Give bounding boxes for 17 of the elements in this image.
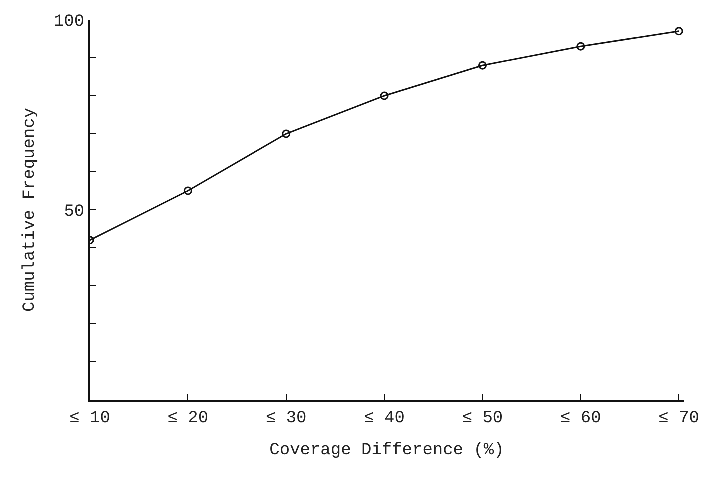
point bbox=[478, 61, 487, 70]
point bbox=[282, 130, 291, 138]
x-axis-title: Coverage Difference (%) bbox=[270, 441, 504, 460]
y-tick-label: 50 bbox=[64, 202, 85, 222]
point bbox=[674, 27, 684, 36]
x-tick-label: ≤ 60 bbox=[560, 409, 602, 428]
x-tick-label: ≤ 20 bbox=[168, 409, 209, 428]
x-tick-label: ≤ 40 bbox=[364, 409, 405, 428]
x-tick-label: ≤ 50 bbox=[462, 409, 504, 428]
point bbox=[184, 186, 192, 196]
point bbox=[380, 92, 389, 100]
point bbox=[576, 42, 586, 51]
y-tick-label: 100 bbox=[54, 12, 85, 32]
x-tick-label: ≤ 10 bbox=[70, 409, 110, 428]
x-tick-label: ≤ 30 bbox=[266, 409, 307, 428]
y-axis-title: Cumulative Frequency bbox=[21, 108, 40, 312]
x-tick-label: ≤ 70 bbox=[658, 409, 700, 428]
